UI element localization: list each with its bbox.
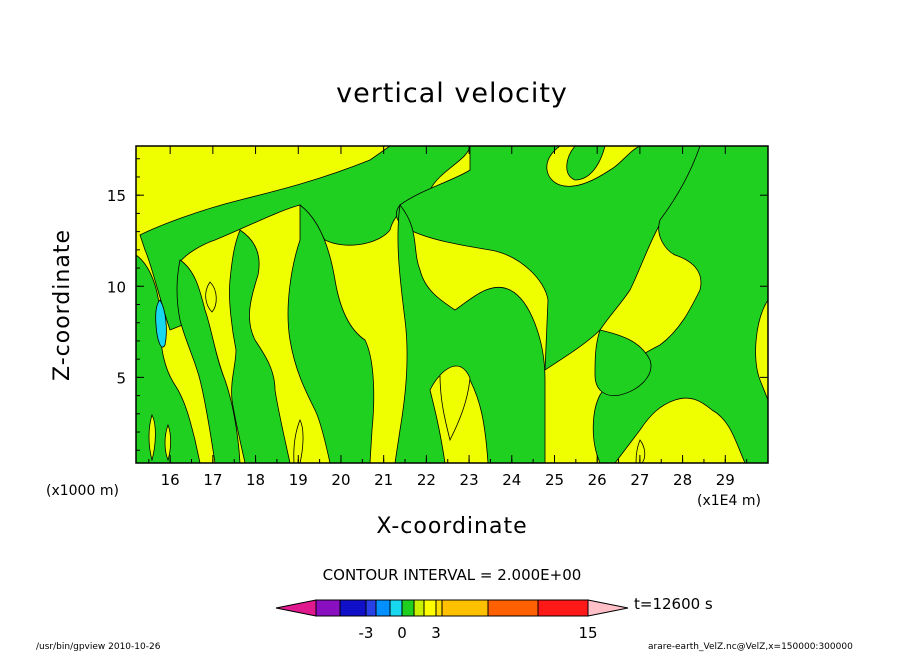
colorbar-segment [365, 599, 377, 617]
colorbar-segment [375, 599, 391, 617]
x-tick-label: 24 [502, 471, 521, 489]
negative-region [394, 204, 546, 463]
y-axis-ticks: 5 10 15 [107, 158, 768, 451]
colorbar-arrow-right [587, 599, 629, 617]
negative-region [287, 204, 375, 463]
chart-title: vertical velocity [336, 78, 568, 109]
colorbar-segment [441, 599, 489, 617]
negative-region [229, 229, 291, 463]
colorbar-tick-label: 3 [431, 624, 441, 642]
x-tick-label: 28 [673, 471, 692, 489]
x-tick-label: 27 [630, 471, 649, 489]
y-axis-label: Z-coordinate [50, 229, 75, 381]
x-unit-right: (x1E4 m) [697, 493, 761, 509]
negative-region [594, 329, 652, 397]
colorbar-segment [339, 599, 367, 617]
x-tick-label: 25 [545, 471, 564, 489]
colorbar-arrow-left [275, 599, 317, 617]
colorbar-segment [315, 599, 341, 617]
positive-region [293, 419, 304, 463]
colorbar-segment [413, 599, 425, 617]
x-unit-left: (x1000 m) [46, 483, 119, 499]
positive-region [148, 413, 156, 462]
x-tick-label: 29 [716, 471, 735, 489]
negative-regions [136, 146, 768, 463]
x-tick-label: 26 [588, 471, 607, 489]
x-tick-label: 22 [417, 471, 436, 489]
x-tick-label: 20 [331, 471, 350, 489]
colorbar-segment [401, 599, 415, 617]
x-axis-ticks: 16 17 18 19 20 21 22 23 24 25 26 27 28 29 [148, 146, 769, 489]
strong-downdraft-region [155, 299, 167, 348]
positive-islands [148, 365, 646, 463]
x-tick-label: 19 [289, 471, 308, 489]
negative-region [136, 254, 201, 463]
x-tick-label: 16 [161, 471, 180, 489]
positive-region [635, 439, 646, 463]
positive-region [164, 423, 172, 462]
colorbar-segment [423, 599, 437, 617]
y-tick-label: 10 [107, 278, 126, 296]
y-tick-label: 15 [107, 187, 126, 205]
footer-right: arare-earth_VelZ.nc@VelZ,x=150000:300000 [648, 642, 853, 652]
colorbar: -3 0 3 15 [275, 599, 629, 642]
colorbar-tick-label: 15 [578, 624, 597, 642]
positive-region [439, 365, 471, 442]
colorbar-segment [487, 599, 539, 617]
contour-field [136, 146, 768, 463]
colorbar-segment [435, 599, 443, 617]
negative-region [566, 146, 606, 181]
x-tick-label: 18 [246, 471, 265, 489]
colorbar-tick-label: -3 [359, 624, 374, 642]
negative-region [205, 281, 217, 313]
x-axis-label: X-coordinate [376, 514, 528, 539]
negative-region [176, 259, 241, 463]
colorbar-segment [537, 599, 589, 617]
x-tick-label: 17 [203, 471, 222, 489]
x-tick-label: 21 [374, 471, 393, 489]
x-tick-label: 23 [460, 471, 479, 489]
contour-interval-label: CONTOUR INTERVAL = 2.000E+00 [322, 566, 582, 584]
footer-left: /usr/bin/gpview 2010-10-26 [36, 642, 161, 652]
time-label: t=12600 s [634, 595, 713, 613]
colorbar-segment [389, 599, 403, 617]
colorbar-tick-label: 0 [397, 624, 407, 642]
y-tick-label: 5 [116, 369, 126, 387]
